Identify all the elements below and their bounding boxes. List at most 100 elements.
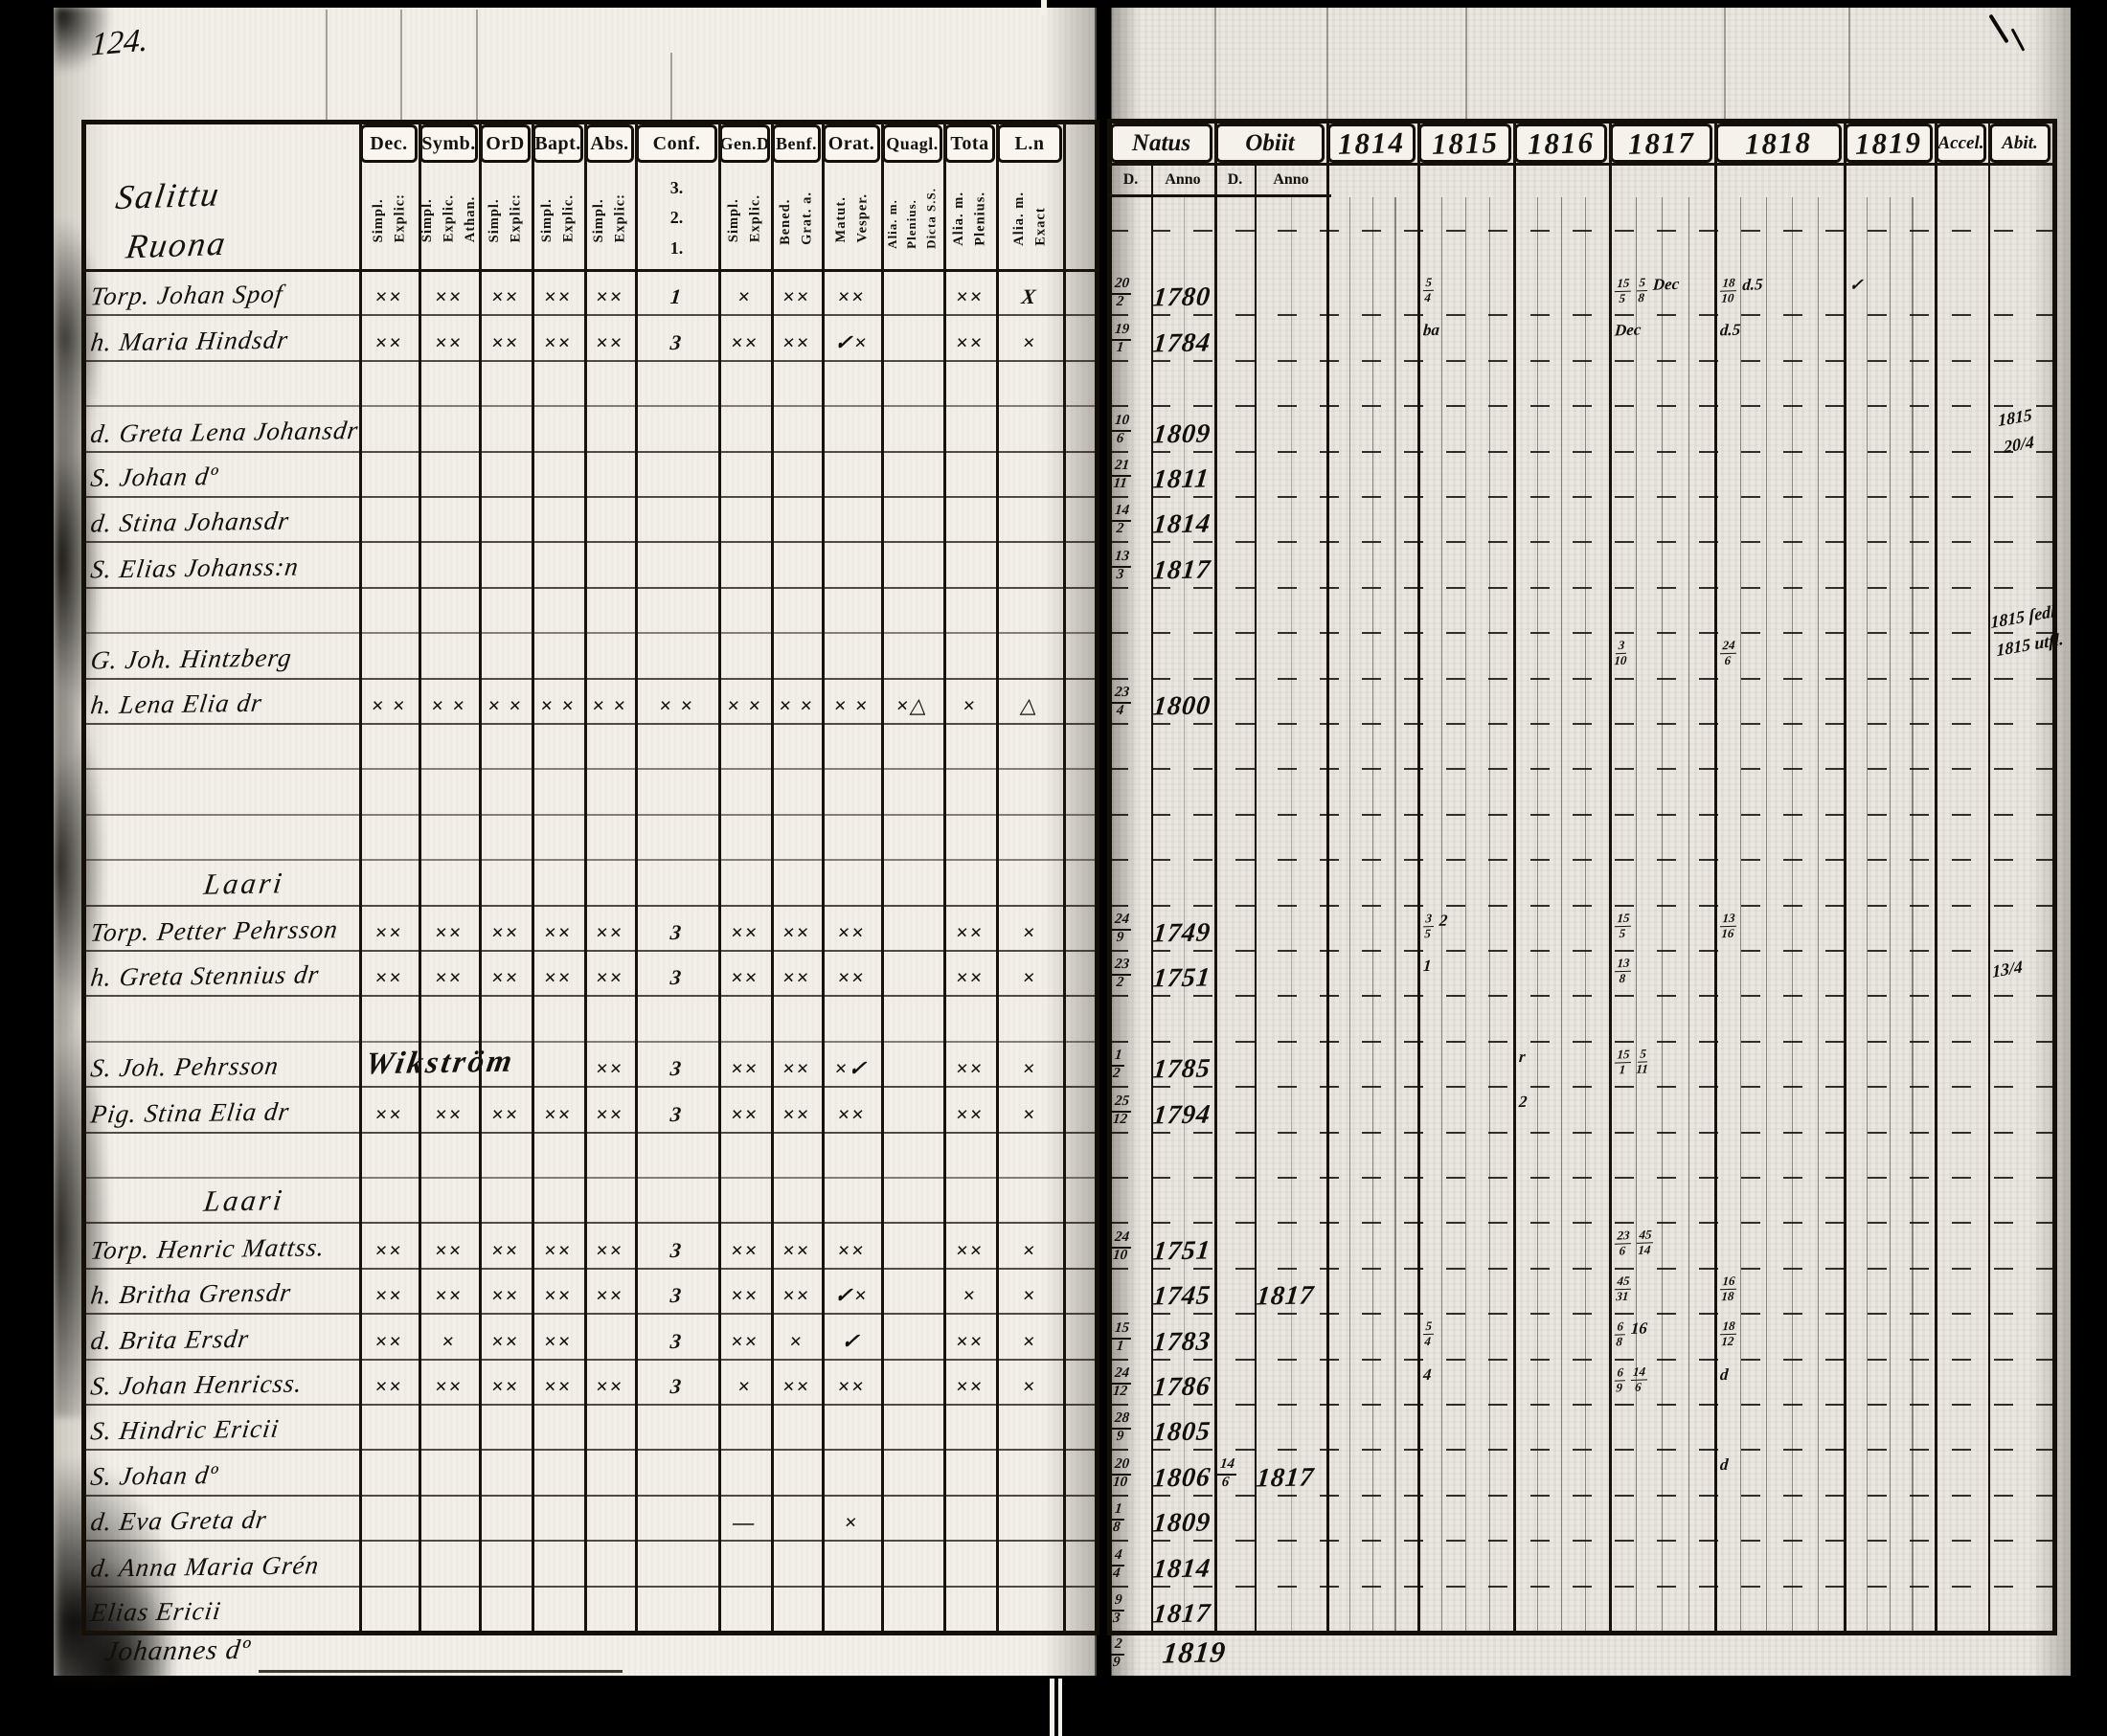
column-header-conf: Conf.: [636, 124, 717, 163]
natus-day: 23 4: [1109, 685, 1133, 719]
sacrament-mark: ××: [433, 1283, 464, 1308]
grid-line: [1063, 123, 1066, 1633]
row-rule: [1109, 1404, 2055, 1406]
sacrament-mark: ×: [1021, 329, 1038, 354]
row-rule: [81, 1494, 1095, 1497]
scan-artifact: [1214, 8, 1216, 121]
grid-line: [1766, 197, 1768, 1633]
row-rule: [1109, 230, 2055, 232]
margin-note: 13/4: [1991, 957, 2024, 981]
sacrament-mark: ××: [374, 1283, 404, 1308]
row-rule: [81, 1040, 1095, 1043]
natus-day: 24 9: [1109, 912, 1133, 946]
year-note: 15 5 5 8 Dec: [1614, 275, 1680, 305]
sacrament-mark: ××: [594, 1101, 625, 1126]
sacrament-mark: ××: [594, 329, 625, 354]
sacrament-mark: ××: [374, 920, 404, 944]
grid-line: [1844, 123, 1846, 1633]
sacrament-mark: 3: [668, 1283, 685, 1308]
sacrament-mark: ××: [542, 1237, 574, 1262]
grid-line: [822, 123, 825, 1633]
row-rule: [81, 586, 1095, 589]
natus-year: 1814: [1151, 508, 1212, 540]
sacrament-mark: ××: [836, 920, 867, 944]
sacrament-mark: × ×: [486, 693, 525, 717]
sacrament-mark: ×: [961, 1283, 979, 1308]
sacrament-mark: ××: [542, 920, 574, 944]
record-name: d. Stina Johansdr: [88, 506, 291, 538]
column-header-gend: Gen.D: [719, 124, 770, 163]
natus-year: 1784: [1151, 327, 1212, 359]
year-note: 45 31: [1614, 1273, 1633, 1303]
sacrament-mark: ××: [489, 965, 521, 990]
sacrament-mark: ××: [489, 1283, 521, 1308]
row-rule: [81, 496, 1095, 498]
row-rule: [81, 768, 1095, 771]
sacrament-mark: ×: [1021, 920, 1038, 944]
column-header-tota: Tota: [944, 124, 995, 163]
natus-day: 28 9: [1109, 1410, 1133, 1445]
row-rule: [1109, 768, 2055, 771]
row-rule: [81, 541, 1095, 544]
grid-line: [635, 123, 638, 1633]
left-header-rule: [81, 269, 1099, 272]
year-note: 23 6 45 14: [1614, 1228, 1655, 1258]
grid-line: [1585, 197, 1587, 1633]
sacrament-mark: ××: [542, 1283, 574, 1308]
row-rule: [259, 1670, 623, 1673]
sacrament-mark: ××: [729, 920, 760, 944]
sacrament-mark: × ×: [832, 693, 871, 717]
column-header-abs: Abs.: [585, 124, 634, 163]
row-rule: [81, 450, 1095, 453]
subheader-natus-anno: Anno: [1165, 171, 1201, 188]
row-rule: [1109, 1086, 2055, 1089]
sacrament-mark: ××: [542, 284, 574, 309]
year-note: 15 1 5 11: [1614, 1046, 1649, 1076]
obiit-year: 1817: [1255, 1462, 1316, 1494]
scan-border-left: [0, 0, 54, 1736]
record-name: Johannes dº: [102, 1634, 253, 1668]
grid-line: [1609, 123, 1612, 1633]
sacrament-mark: ××: [729, 1056, 760, 1081]
natus-day: 24 12: [1109, 1365, 1133, 1400]
sacrament-mark: ××: [374, 1237, 404, 1262]
sacrament-mark: ××: [594, 284, 625, 309]
column-header-dec: Dec.: [360, 124, 418, 163]
sacrament-mark: ××: [836, 1237, 867, 1262]
scan-border-right: [2071, 0, 2107, 1736]
sacrament-mark: ××: [433, 1101, 464, 1126]
margin-note: 20/4: [2003, 432, 2035, 457]
sacrament-mark: ××: [489, 1101, 521, 1126]
natus-year: 1786: [1151, 1371, 1212, 1403]
column-header-1816: 1816: [1514, 124, 1607, 163]
sacrament-mark: ××: [433, 920, 464, 944]
row-rule: [1109, 450, 2055, 453]
natus-day: 24 10: [1109, 1229, 1133, 1264]
sacrament-mark: ××: [433, 1374, 464, 1398]
sacrament-mark: ××: [781, 1283, 812, 1308]
grid-line: [1394, 197, 1396, 1633]
record-name: h. Britha Grensdr: [88, 1277, 293, 1310]
sacrament-mark: ××: [729, 965, 760, 990]
year-note: d: [1719, 1455, 1730, 1475]
row-rule: [1109, 1585, 2055, 1588]
sacrament-mark: ××: [489, 284, 521, 309]
row-rule: [81, 1449, 1095, 1452]
right-table-frame: [1107, 119, 2057, 1635]
obiit-day: 14 6: [1214, 1456, 1238, 1491]
sacrament-mark: ××: [374, 1101, 404, 1126]
column-header-symb: Symb.: [419, 124, 478, 163]
column-header-ln: L.n: [997, 124, 1062, 163]
grid-line: [1818, 197, 1820, 1633]
row-rule: [1109, 995, 2055, 998]
row-rule: [1109, 1313, 2055, 1316]
row-rule: [81, 1585, 1095, 1588]
sacrament-mark: ××: [594, 1283, 625, 1308]
year-note: ✓: [1848, 275, 1864, 295]
year-note: d.5: [1719, 321, 1741, 340]
sacrament-mark: × ×: [657, 693, 696, 717]
sacrament-mark: ××: [781, 1101, 812, 1126]
natus-day: 13 3: [1109, 549, 1133, 583]
